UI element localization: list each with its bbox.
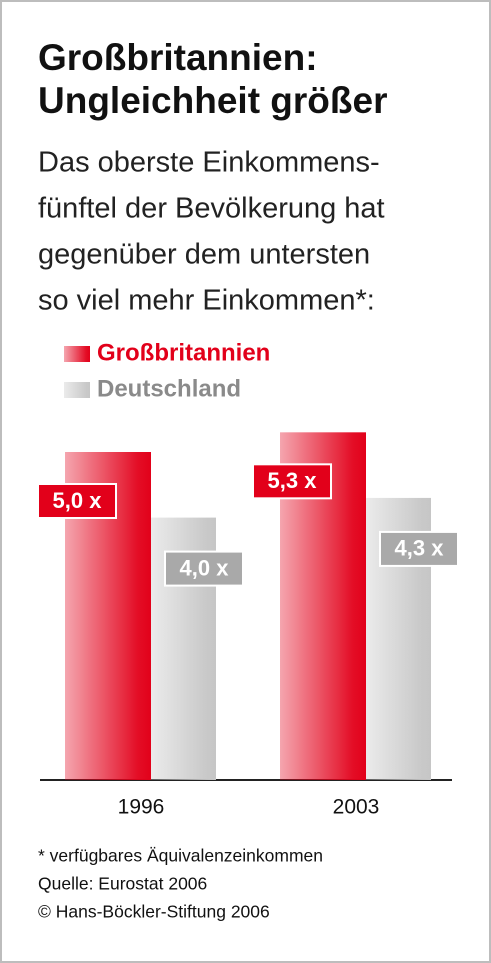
subtitle: Das oberste Einkommens- xyxy=(38,147,380,179)
value-label-box xyxy=(252,463,332,500)
legend-label: Deutschland xyxy=(97,375,241,402)
x-tick-label: 2003 xyxy=(333,796,380,819)
subtitle: gegenüber dem untersten xyxy=(38,239,370,271)
chart-title: Großbritannien: xyxy=(38,37,318,78)
legend-swatch xyxy=(64,382,90,398)
chart-title: Ungleichheit größer xyxy=(38,80,387,121)
footnote: Quelle: Eurostat 2006 xyxy=(38,874,207,894)
x-tick-label: 1996 xyxy=(118,796,165,819)
footnote: © Hans-Böckler-Stiftung 2006 xyxy=(38,902,270,922)
value-label: 5,0 x xyxy=(53,488,103,513)
subtitle: fünftel der Bevölkerung hat xyxy=(38,193,385,225)
value-label: 5,3 x xyxy=(268,468,318,493)
subtitle: so viel mehr Einkommen*: xyxy=(38,285,375,317)
value-label-box xyxy=(164,550,244,587)
value-label: 4,3 x xyxy=(395,536,445,561)
legend-label: Großbritannien xyxy=(97,339,270,366)
value-label-box xyxy=(379,530,459,567)
value-label: 4,0 x xyxy=(180,555,230,580)
legend-swatch xyxy=(64,346,90,362)
value-label-box xyxy=(37,483,117,519)
footnote: * verfügbares Äquivalenzeinkommen xyxy=(38,846,323,866)
